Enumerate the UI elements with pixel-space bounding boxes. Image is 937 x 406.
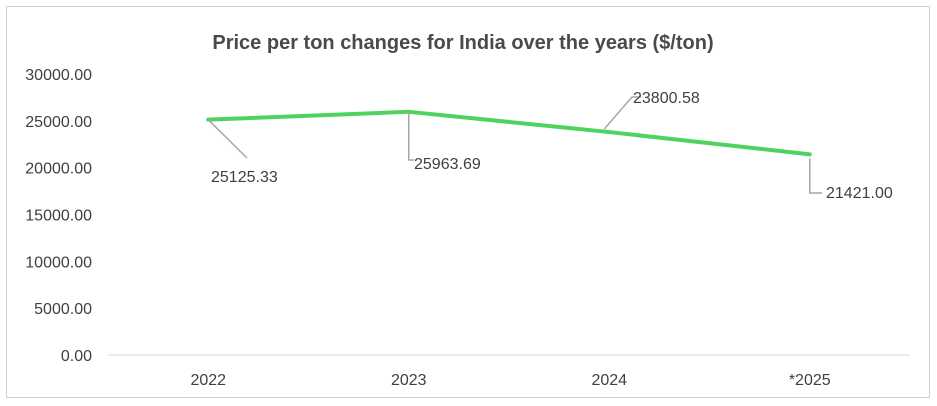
y-tick-label: 15000.00 [25,208,92,225]
y-tick-label: 20000.00 [25,161,92,178]
leader-line [809,158,822,194]
y-axis: 0.00 5000.00 10000.00 15000.00 20000.00 25000… [25,67,92,365]
x-tick-label: 2024 [591,372,627,389]
y-tick-label: 10000.00 [25,254,92,271]
chart-frame [6,6,930,398]
leader-line [207,119,248,159]
x-tick-label: 2022 [190,372,226,389]
leader-line [603,96,641,130]
data-label: 25963.69 [414,156,481,173]
y-tick-label: 30000.00 [25,67,92,84]
series-line [206,109,812,157]
y-tick-label: 25000.00 [25,114,92,131]
chart-title: Price per ton changes for India over the… [212,32,713,54]
leader-line [408,111,414,161]
data-label: 25125.33 [211,169,278,186]
data-label: 23800.58 [633,90,700,107]
x-tick-label: 2023 [391,372,427,389]
y-tick-label: 5000.00 [34,301,92,318]
x-tick-label: *2025 [789,372,831,389]
data-labels: 25125.33 25963.69 23800.58 21421.00 [207,90,893,202]
x-axis: 2022 2023 2024 *2025 [190,372,830,389]
data-label: 21421.00 [826,185,893,202]
y-tick-label: 0.00 [61,348,92,365]
